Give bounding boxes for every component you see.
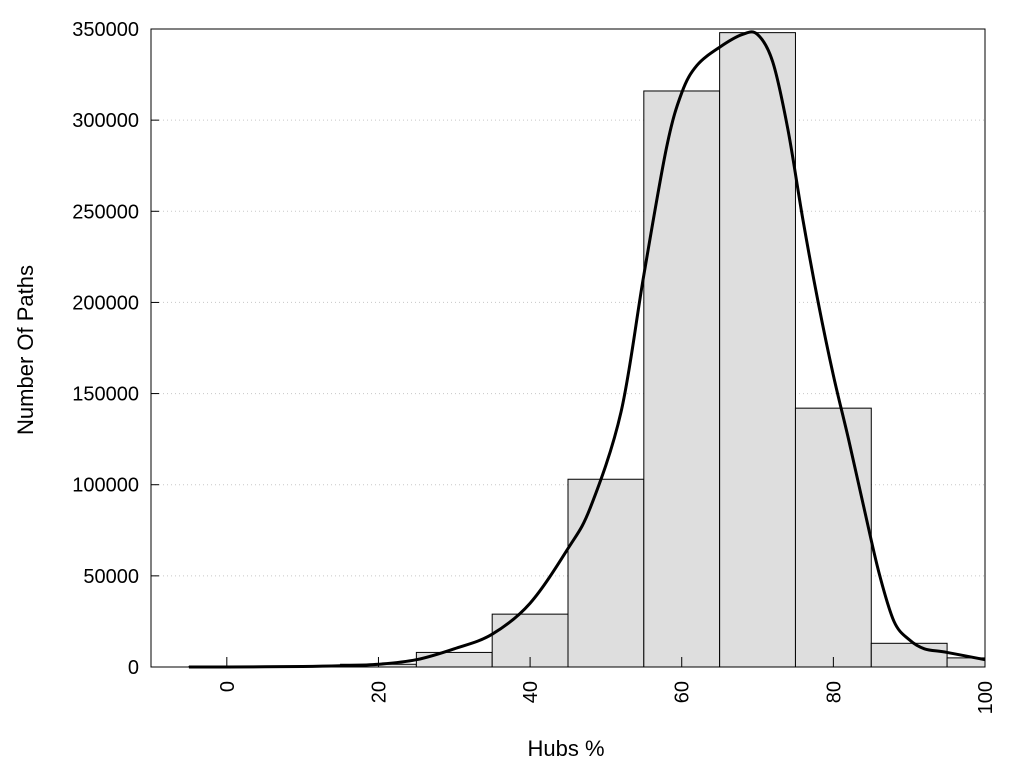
y-tick-label: 100000 xyxy=(72,475,139,497)
x-tick-label: 20 xyxy=(368,681,390,703)
y-tick-label: 300000 xyxy=(72,110,139,132)
y-tick-label: 0 xyxy=(128,657,139,679)
x-tick-label: 80 xyxy=(823,681,845,703)
histogram-bar xyxy=(567,478,645,668)
y-tick-label: 150000 xyxy=(72,384,139,406)
x-tick-label: 100 xyxy=(975,681,997,714)
x-axis-ticks: 0 20 40 60 80 100 xyxy=(217,657,997,714)
histogram-bar xyxy=(643,90,721,668)
y-axis-label: Number Of Paths xyxy=(13,265,38,435)
x-tick-label: 60 xyxy=(672,681,694,703)
y-axis-ticks: 0 50000 100000 150000 200000 250000 300000 3500… xyxy=(72,19,159,679)
histogram-bar xyxy=(415,651,493,668)
density-curve-line xyxy=(188,30,986,669)
density-curve xyxy=(188,30,986,669)
histogram-bar xyxy=(794,407,872,668)
plot-frame xyxy=(150,28,986,668)
y-tick-label: 350000 xyxy=(72,19,139,41)
y-tick-label: 50000 xyxy=(83,566,139,588)
histogram-bars xyxy=(188,32,986,668)
histogram-bar xyxy=(870,642,948,668)
histogram-bar xyxy=(719,32,796,668)
y-tick-label: 250000 xyxy=(72,201,139,223)
x-tick-label: 40 xyxy=(520,681,542,703)
x-axis-label: Hubs % xyxy=(527,736,604,761)
x-tick-label: 0 xyxy=(217,681,239,692)
y-tick-label: 200000 xyxy=(72,292,139,314)
